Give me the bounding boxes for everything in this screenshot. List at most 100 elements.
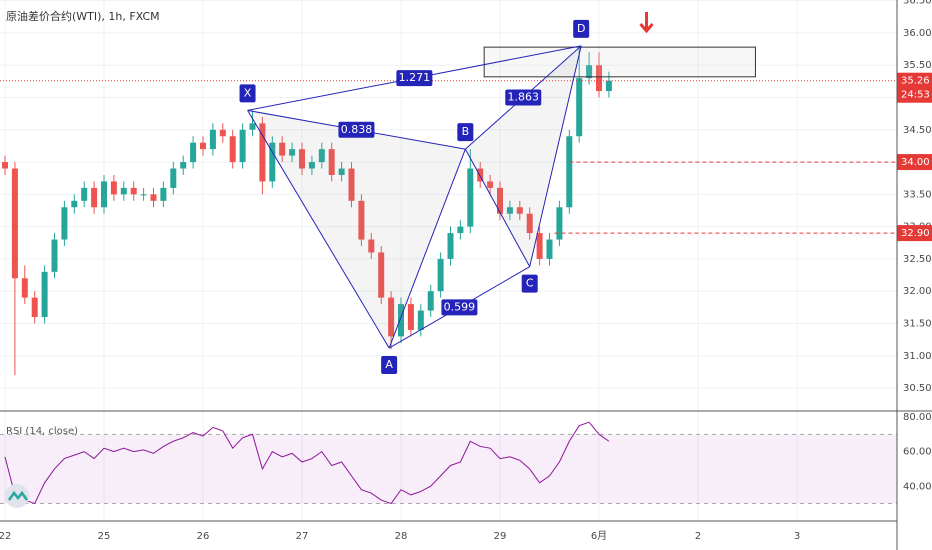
pattern-leg <box>388 148 466 349</box>
candle-body <box>566 136 573 208</box>
candle-body <box>41 271 48 318</box>
x-tick-label: 28 <box>395 531 408 542</box>
candle-body <box>180 162 187 169</box>
candle-body <box>358 200 365 240</box>
candle-body <box>516 207 523 214</box>
ratio-label: 1.271 <box>399 71 431 84</box>
candle-body <box>605 80 612 92</box>
level-label: 32.90 <box>901 228 930 239</box>
candle-body <box>259 123 266 182</box>
candle-body <box>497 187 504 214</box>
candle-body <box>556 207 563 240</box>
point-label: X <box>244 86 252 99</box>
candle-body <box>239 129 246 163</box>
x-tick-label: 2 <box>695 531 701 542</box>
countdown-label: 24:53 <box>901 90 930 101</box>
level-tag <box>897 154 932 171</box>
candle-body <box>457 226 464 234</box>
candle-body <box>576 78 583 137</box>
candle-body <box>447 233 454 259</box>
candle-body <box>299 149 306 169</box>
candle-body <box>506 207 513 214</box>
pattern-leg <box>247 110 390 349</box>
candle-body <box>140 194 147 196</box>
candle-body <box>51 239 58 272</box>
ratio-box <box>396 70 433 87</box>
candle-body <box>338 168 345 175</box>
candle-body <box>388 297 395 337</box>
x-tick-label: 6月 <box>591 530 607 542</box>
candle-body <box>586 65 593 79</box>
candle-body <box>467 168 474 227</box>
candle-body <box>120 187 127 195</box>
point-marker <box>457 123 474 142</box>
pattern-leg <box>464 148 531 267</box>
candle-body <box>21 278 28 298</box>
candle-body <box>477 168 484 182</box>
target-box <box>483 46 756 78</box>
candle-body <box>378 252 385 298</box>
point-marker <box>239 84 256 103</box>
candle-body <box>596 65 603 92</box>
point-label: B <box>462 125 470 138</box>
x-tick-label: 26 <box>197 531 210 542</box>
candle-body <box>11 168 18 279</box>
candle-body <box>536 233 543 259</box>
rsi-line <box>4 421 610 505</box>
candle-body <box>110 181 117 195</box>
candle-body <box>209 129 216 150</box>
candle-body <box>279 142 286 156</box>
ratio-label: 0.838 <box>341 123 373 136</box>
logo <box>5 484 29 508</box>
y-tick-label: 30.50 <box>903 383 932 394</box>
y-tick-label: 32.50 <box>903 254 932 265</box>
chart-title: 原油差价合约(WTI), 1h, FXCM <box>6 9 160 23</box>
y-tick-label: 34.50 <box>903 125 932 136</box>
candle-body <box>71 200 78 208</box>
ratio-box <box>505 89 542 106</box>
candle-body <box>487 181 494 188</box>
y-tick-label: 31.50 <box>903 318 932 329</box>
candle-body <box>348 168 355 201</box>
candle-body <box>417 310 424 330</box>
candle-body <box>546 239 553 259</box>
candle-body <box>190 142 197 163</box>
candle-body <box>170 168 177 188</box>
x-tick-label: 29 <box>494 531 507 542</box>
candle-body <box>269 142 276 182</box>
y-tick-label: 33.50 <box>903 189 932 200</box>
candle-body <box>91 187 98 208</box>
candle-body <box>427 291 434 311</box>
candle-body <box>1 162 8 169</box>
candle-body <box>200 142 207 150</box>
ratio-box <box>338 121 375 138</box>
rsi-tick-label: 60.00 <box>903 447 932 458</box>
x-tick-label: 25 <box>98 531 111 542</box>
candle-body <box>31 297 38 318</box>
candle-body <box>289 149 296 156</box>
last-price-label: 35.26 <box>901 76 930 87</box>
candle-body <box>437 258 444 292</box>
candle-body <box>407 304 414 330</box>
ratio-box <box>441 299 478 316</box>
point-marker <box>521 274 538 293</box>
candle-body <box>229 136 236 163</box>
candle-body <box>398 304 405 337</box>
rsi-tick-label: 40.00 <box>903 481 932 492</box>
point-label: A <box>385 358 393 371</box>
point-label: D <box>577 22 585 35</box>
candle-body <box>219 129 226 137</box>
y-tick-label: 31.00 <box>903 351 932 362</box>
ratio-label: 0.599 <box>444 300 476 313</box>
candle-body <box>101 181 108 208</box>
candle-body <box>160 187 167 201</box>
x-tick-label: 22 <box>0 531 11 542</box>
rsi-title: RSI (14, close) <box>6 426 78 437</box>
rsi-tick-label: 80.00 <box>903 412 932 423</box>
level-label: 34.00 <box>901 157 930 168</box>
candle-body <box>368 239 375 253</box>
candle-body <box>81 187 88 201</box>
candle-body <box>526 213 533 234</box>
